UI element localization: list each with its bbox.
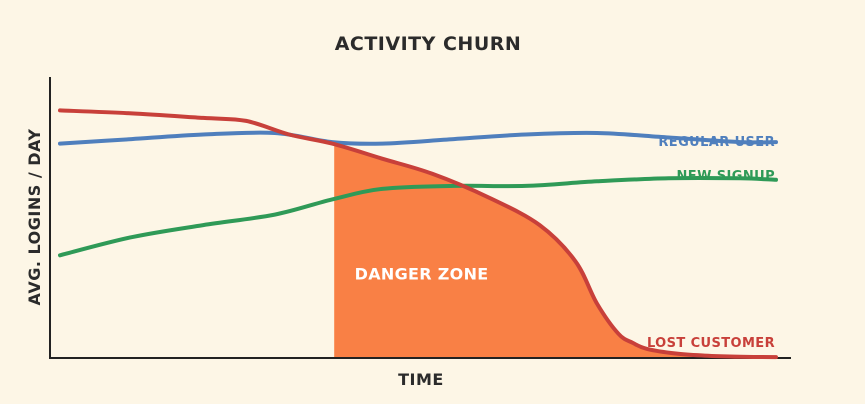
series-label-regular-user: REGULAR USER [658,135,775,150]
y-axis-label: AVG. LOGINS / DAY [25,129,44,306]
danger-zone-layer [334,144,776,358]
labels: ACTIVITY CHURN TIME AVG. LOGINS / DAY DA… [25,33,775,389]
series-label-lost-customer: LOST CUSTOMER [647,336,775,351]
danger-zone-area [334,144,776,358]
danger-zone-label: DANGER ZONE [355,264,489,283]
series-line-regular-user [58,130,778,146]
series-line-lost-customer [58,108,778,360]
chart-title: ACTIVITY CHURN [335,33,522,55]
series-label-new-signup: NEW SIGNUP [677,169,775,184]
series-line-new-signup [58,176,778,258]
series-lines [58,108,778,360]
axes [49,77,791,359]
x-axis-label: TIME [398,370,444,389]
